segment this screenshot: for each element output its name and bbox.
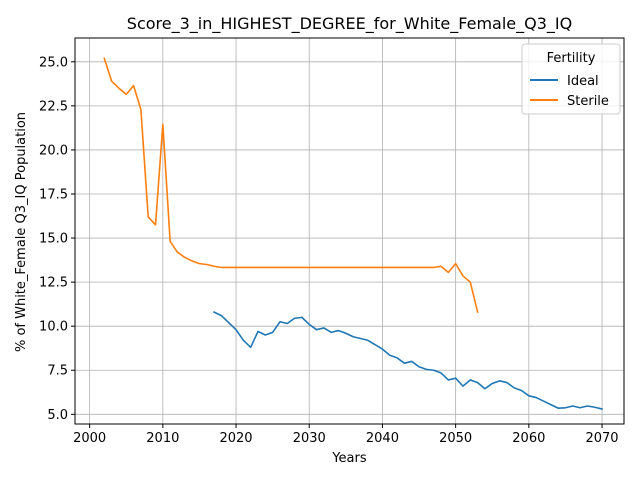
y-tick-label: 20.0 [39,143,68,158]
x-tick-label: 2060 [512,431,545,446]
legend-frame [521,43,621,115]
y-tick-label: 10.0 [39,320,68,335]
chart-title: Score_3_in_HIGHEST_DEGREE_for_White_Fema… [127,14,572,34]
y-tick-label: 25.0 [39,55,68,70]
x-axis-label: Years [331,451,367,466]
x-tick-label: 2020 [219,431,252,446]
y-tick-label: 15.0 [39,232,68,247]
series-line-ideal [213,311,604,410]
y-tick-label: 17.5 [39,187,68,202]
y-tick-label: 22.5 [39,99,68,114]
legend-title: Fertility [547,51,596,66]
y-tick-label: 12.5 [39,276,68,291]
x-tick-label: 2040 [366,431,399,446]
y-axis-label: % of White_Female Q3_IQ Population [14,112,29,352]
x-tick-label: 2050 [439,431,472,446]
axis-ticks: 2000 2010 2020 2030 2040 2050 2060 2070 5.0 7.5 10… [39,55,619,446]
series-line-sterile [103,57,479,314]
x-tick-label: 2030 [293,431,326,446]
plot-frame [74,37,625,425]
y-tick-label: 5.0 [47,408,68,423]
series-lines [103,57,604,410]
x-tick-label: 2070 [585,431,618,446]
y-tick-label: 7.5 [47,364,68,379]
x-tick-label: 2000 [73,431,106,446]
legend: Fertility Ideal Sterile [521,43,621,115]
x-tick-label: 2010 [146,431,179,446]
legend-label-ideal: Ideal [567,74,599,89]
legend-label-sterile: Sterile [567,94,609,109]
